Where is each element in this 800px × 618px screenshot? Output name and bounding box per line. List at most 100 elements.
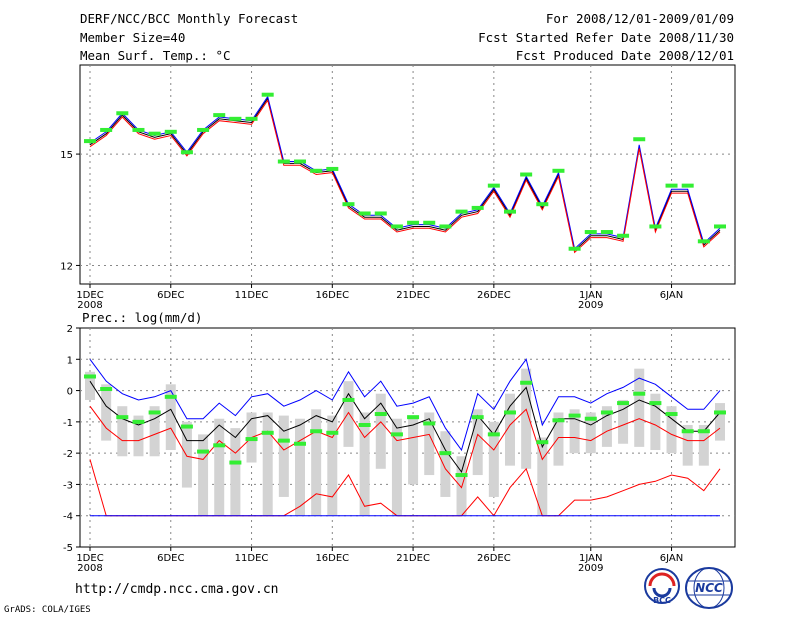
spread-box — [424, 412, 435, 476]
fcst-started-date: Fcst Started Refer Date 2008/11/30 — [478, 30, 734, 45]
observed-marker — [487, 432, 500, 437]
variable-label: Mean Surf. Temp.: °C — [80, 48, 231, 63]
observed-marker — [600, 410, 613, 415]
observed-marker — [261, 92, 274, 97]
y-tick-label: -3 — [63, 480, 73, 491]
observed-marker — [374, 211, 387, 216]
observed-marker — [681, 429, 694, 434]
series-line-ensemble-mean — [89, 380, 721, 474]
observed-marker — [649, 401, 662, 406]
spread-box — [715, 403, 725, 441]
observed-marker — [504, 410, 516, 415]
observed-marker — [552, 418, 565, 423]
x-tick-label: 26DEC — [477, 290, 511, 301]
x-tick-sublabel: 2009 — [578, 563, 603, 574]
observed-marker — [84, 139, 96, 144]
y-tick-label: 15 — [60, 150, 73, 161]
spread-box — [585, 412, 596, 454]
spread-box — [311, 409, 322, 516]
y-tick-label: -4 — [63, 512, 73, 523]
observed-marker — [197, 127, 210, 132]
panel-precipitation: 1DEC 6DEC 11DEC 16DEC 21DEC 26DEC 1JAN 6JAN 2008… — [63, 324, 736, 574]
spread-box — [375, 393, 386, 469]
y-tick-label: -2 — [63, 449, 73, 460]
observed-marker — [407, 220, 420, 225]
spread-box — [634, 368, 645, 447]
spread-box — [343, 381, 354, 447]
spread-box — [278, 415, 289, 497]
observed-marker — [617, 233, 630, 238]
observed-marker — [439, 224, 452, 229]
x-tick-label: 6JAN — [660, 290, 683, 301]
spread-box — [101, 384, 112, 441]
observed-marker — [374, 412, 387, 417]
observed-marker — [665, 183, 678, 188]
spread-box — [537, 437, 548, 516]
spread-box — [214, 418, 225, 516]
observed-marker — [358, 422, 371, 427]
y-tick-label: -1 — [63, 418, 73, 429]
source-url[interactable]: http://cmdp.ncc.cma.gov.cn — [75, 582, 279, 597]
observed-marker — [197, 449, 210, 454]
y-tick-label: 0 — [67, 387, 73, 398]
observed-marker — [520, 380, 533, 385]
observed-marker — [84, 374, 96, 379]
observed-marker — [714, 410, 726, 415]
x-tick-label: 1JAN — [579, 290, 602, 301]
observed-marker — [148, 131, 161, 136]
observed-marker — [423, 220, 436, 225]
spread-box — [666, 406, 677, 454]
x-tick-label: 1DEC — [76, 553, 103, 564]
x-tick-label: 11DEC — [235, 553, 269, 564]
observed-marker — [261, 430, 274, 435]
fcst-produced-date: Fcst Produced Date 2008/12/01 — [515, 48, 734, 63]
x-tick-sublabel: 2009 — [578, 300, 603, 311]
observed-marker — [536, 202, 549, 207]
observed-marker — [132, 419, 145, 424]
chart-title: DERF/NCC/BCC Monthly Forecast — [80, 11, 299, 26]
observed-marker — [633, 137, 646, 142]
bcc-logo: BCC — [644, 568, 680, 605]
observed-marker — [164, 129, 177, 134]
x-tick-label: 26DEC — [477, 553, 511, 564]
x-tick-label: 1DEC — [76, 290, 103, 301]
observed-marker — [439, 451, 452, 456]
spread-box — [85, 371, 95, 400]
x-tick-sublabel: 2008 — [77, 300, 102, 311]
observed-marker — [310, 168, 323, 173]
x-tick-label: 21DEC — [396, 290, 430, 301]
spread-box — [327, 415, 338, 516]
observed-marker — [552, 168, 565, 173]
y-tick-label: -5 — [63, 543, 73, 554]
observed-marker — [600, 230, 613, 235]
y-tick-label: 1 — [67, 355, 73, 366]
series-line-upper-bound — [89, 95, 721, 250]
spread-box — [133, 415, 144, 457]
observed-marker — [584, 230, 597, 235]
x-tick-label: 16DEC — [315, 553, 349, 564]
y-tick-label: 12 — [60, 261, 73, 272]
spread-box — [359, 412, 370, 516]
panel-temperature: 1DEC 6DEC 11DEC 16DEC 21DEC 26DEC 1JAN 6JAN 2008… — [60, 64, 736, 311]
x-tick-label: 6JAN — [660, 553, 683, 564]
observed-marker — [714, 224, 726, 229]
observed-marker — [310, 429, 323, 434]
observed-marker — [100, 387, 113, 392]
spread-box — [553, 412, 564, 466]
x-tick-label: 21DEC — [396, 553, 430, 564]
series-line-upper-bound — [89, 358, 721, 452]
observed-marker — [132, 127, 145, 132]
observed-marker — [633, 391, 646, 396]
spread-box — [650, 393, 661, 451]
spread-box — [262, 412, 273, 516]
bcc-logo-text: BCC — [653, 596, 671, 605]
observed-marker — [568, 413, 581, 418]
observed-marker — [164, 394, 177, 399]
spread-box — [682, 424, 693, 466]
observed-marker — [471, 205, 484, 210]
observed-marker — [504, 209, 516, 214]
spread-box — [472, 409, 483, 476]
observed-marker — [229, 460, 242, 465]
spread-box — [295, 418, 305, 516]
